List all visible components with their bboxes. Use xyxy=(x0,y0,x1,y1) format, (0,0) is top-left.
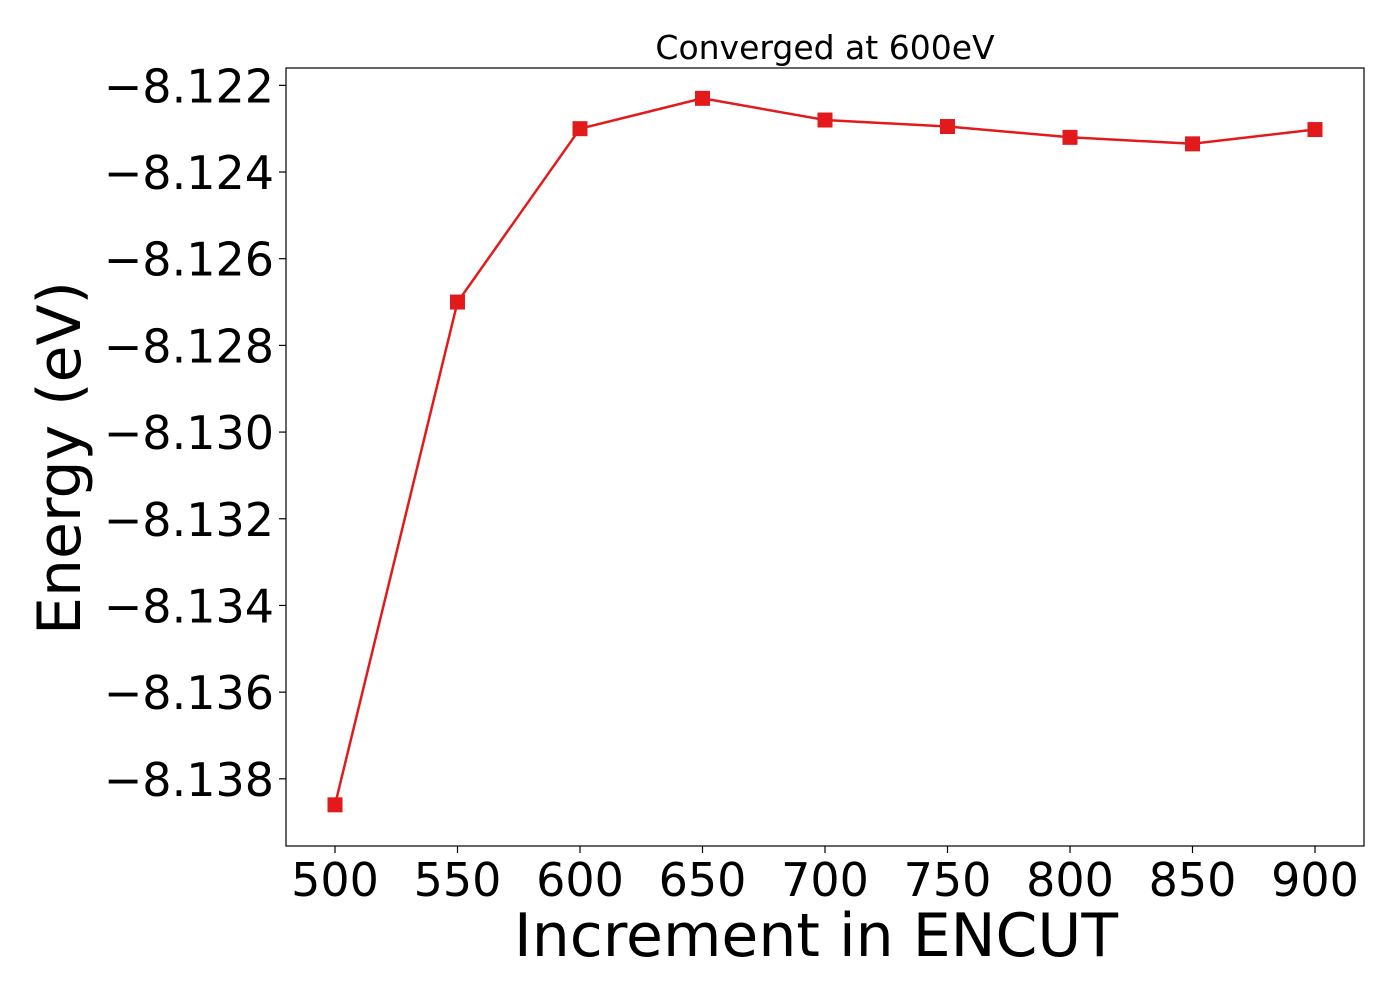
data-point-marker xyxy=(1185,136,1200,152)
y-tick-label: −8.128 xyxy=(104,319,274,373)
y-tick-label: −8.132 xyxy=(104,493,274,547)
x-tick-label: 900 xyxy=(1271,853,1359,907)
x-tick-label: 700 xyxy=(781,853,869,907)
data-point-marker xyxy=(695,90,710,106)
chart-title: Converged at 600eV xyxy=(655,28,995,67)
data-point-marker xyxy=(940,119,955,135)
x-tick-label: 650 xyxy=(659,853,747,907)
series-line xyxy=(333,97,1316,806)
y-axis-title: Energy (eV) xyxy=(25,281,95,635)
data-point-marker xyxy=(1307,122,1323,138)
x-tick-label: 800 xyxy=(1026,853,1114,907)
data-point-marker xyxy=(450,294,465,310)
x-tick-label: 600 xyxy=(536,853,624,907)
data-point-marker xyxy=(572,121,588,137)
y-axis: −8.138 −8.136 −8.134 −8.132 −8.130 −8.128 −8.1… xyxy=(104,59,286,807)
y-tick-label: −8.138 xyxy=(104,753,274,807)
plot-frame xyxy=(285,67,1365,847)
x-tick-label: 850 xyxy=(1149,853,1237,907)
x-tick-label: 750 xyxy=(904,853,992,907)
y-tick-label: −8.126 xyxy=(104,233,274,287)
x-axis-title: Increment in ENCUT xyxy=(514,901,1118,971)
x-axis: 500 550 600 650 700 750 800 850 900 xyxy=(291,846,1359,907)
y-tick-label: −8.124 xyxy=(104,146,274,200)
data-point-marker xyxy=(1062,129,1078,145)
y-tick-label: −8.136 xyxy=(104,666,274,720)
x-tick-label: 500 xyxy=(291,853,379,907)
y-tick-label: −8.130 xyxy=(104,406,274,460)
y-tick-label: −8.122 xyxy=(104,59,274,113)
data-point-marker xyxy=(817,112,833,128)
y-tick-label: −8.134 xyxy=(104,579,274,633)
x-tick-label: 550 xyxy=(414,853,502,907)
series-layer xyxy=(327,90,1323,813)
data-point-marker xyxy=(327,797,343,813)
